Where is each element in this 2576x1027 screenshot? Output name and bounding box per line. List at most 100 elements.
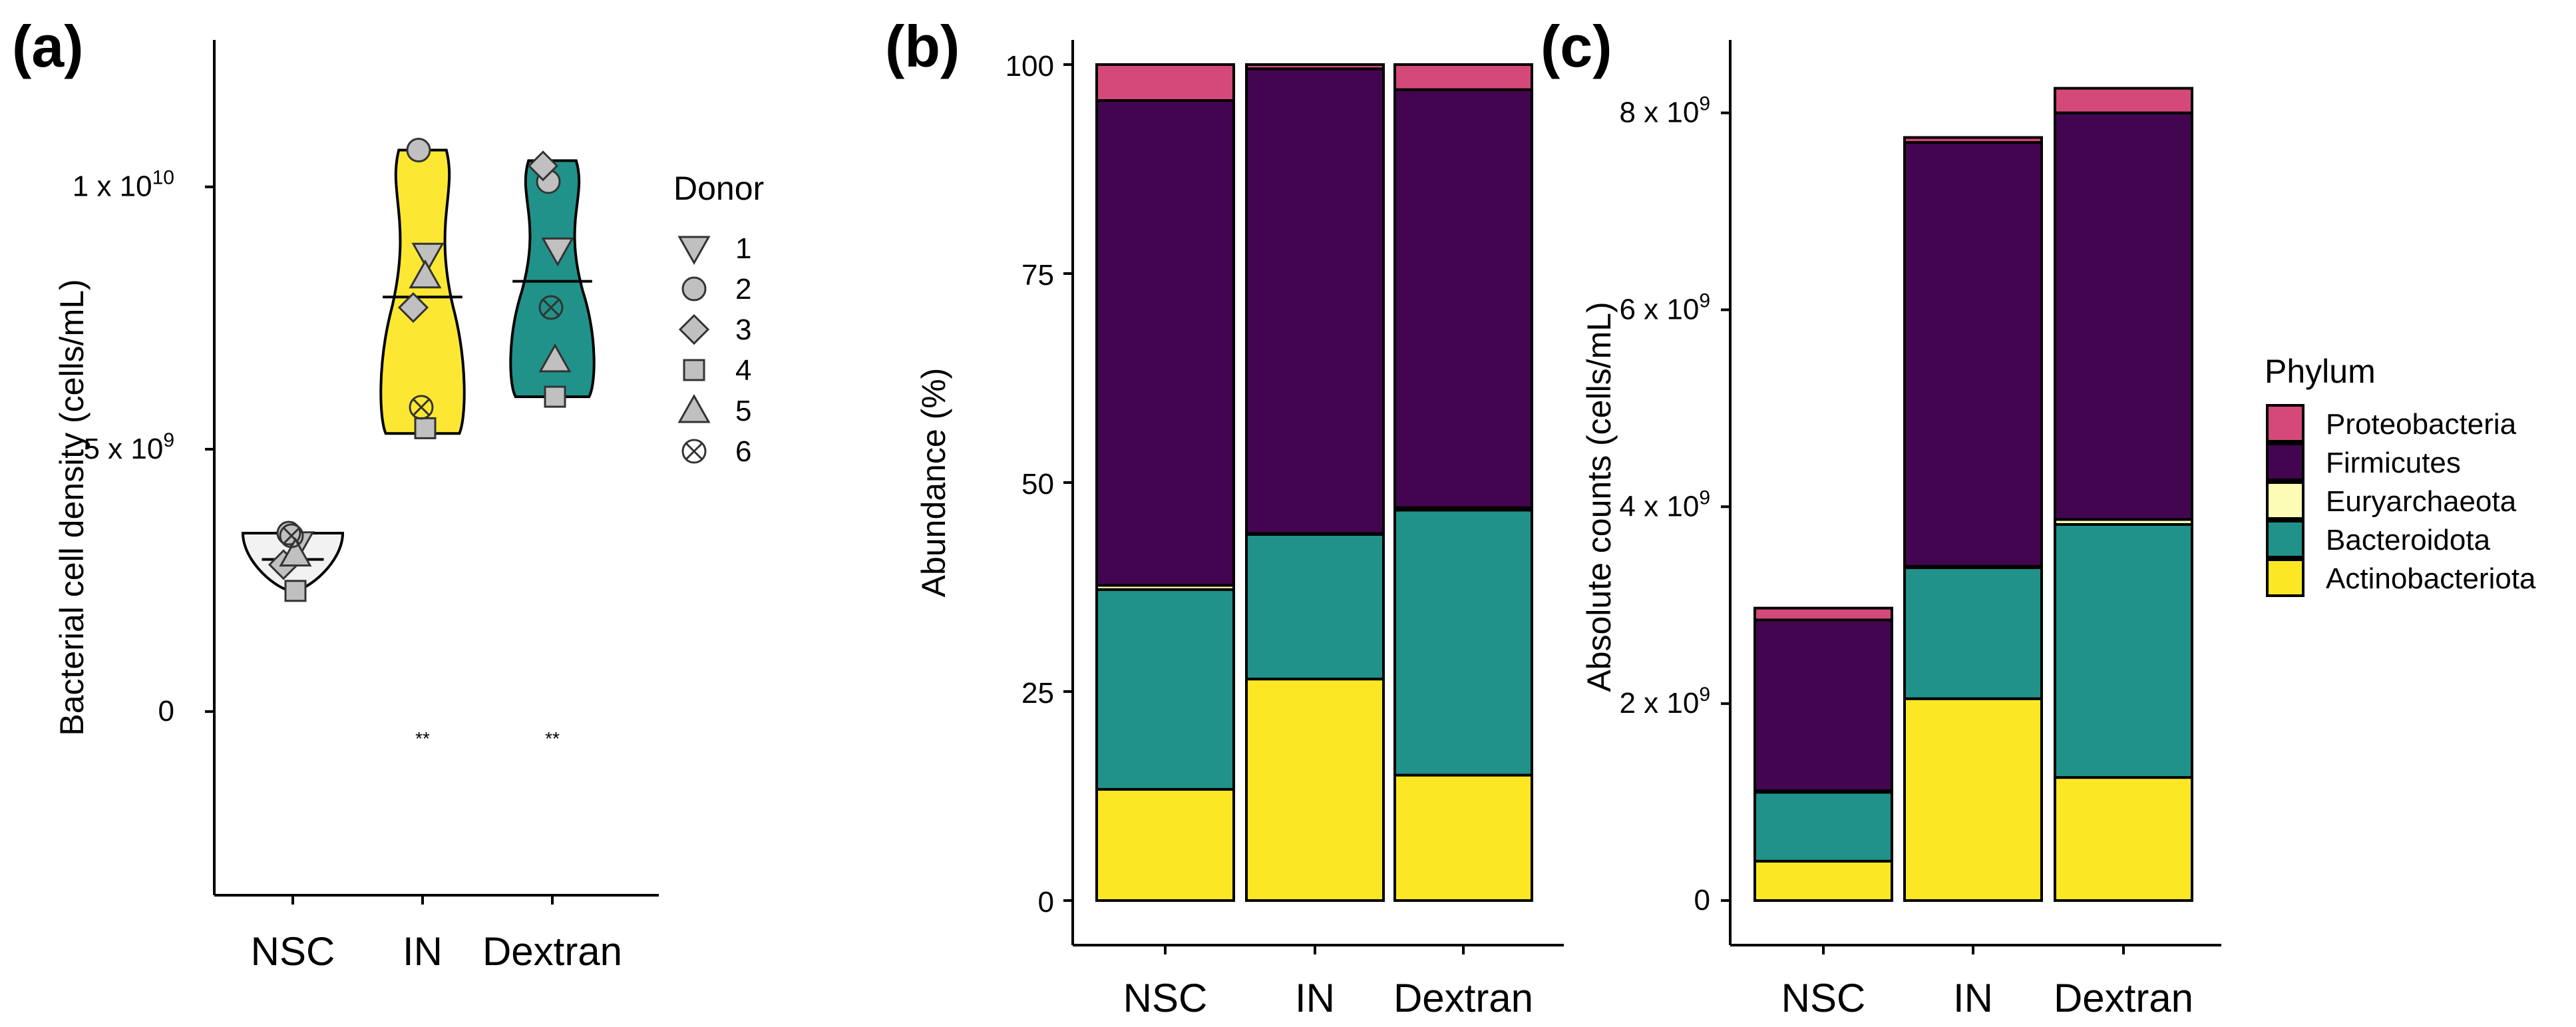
y-tick-label-b: 25 [1021, 677, 1054, 710]
y-tick-label-a: 1 x 1010 [73, 167, 174, 203]
legend-marker-donor-6 [681, 439, 707, 464]
y-tick-label-c-base: 6 x 10 [1619, 293, 1699, 325]
bar-NSC-actinobacteriota [1753, 859, 1893, 902]
y-tick-label-a-exp: 9 [163, 429, 174, 451]
bar-IN-bacteroidota [1903, 566, 2043, 700]
data-point-IN-donor-6-ring [409, 395, 434, 420]
x-category-Dextran: Dextran [1393, 976, 1533, 1020]
data-point-Dextran-donor-4 [544, 385, 566, 408]
legend-swatch-firmicutes [2266, 443, 2304, 481]
x-category-IN: IN [1295, 976, 1335, 1020]
y-tick-label-c: 8 x 109 [1619, 93, 1710, 129]
legend-title-phylum: Phylum [2265, 353, 2376, 390]
bar-IN-bacteroidota [1245, 532, 1385, 681]
legend-swatch-proteobacteria [2266, 404, 2304, 443]
y-tick-label-c-base: 2 x 10 [1619, 687, 1699, 719]
bar-IN-firmicutes [1903, 140, 2043, 568]
legend-label-donor-3: 3 [735, 313, 751, 346]
data-point-Dextran-donor-5 [538, 343, 572, 373]
significance-Dextran: ** [545, 728, 560, 749]
legend-marker-donor-2 [681, 276, 707, 302]
x-category-Dextran: Dextran [482, 929, 622, 974]
data-point-IN-donor-5 [409, 259, 442, 289]
legend-label-donor-5: 5 [735, 395, 751, 427]
x-category-Dextran: Dextran [2054, 976, 2193, 1020]
legend-marker-donor-4 [683, 359, 705, 381]
y-tick-label-b: 100 [1006, 50, 1054, 83]
y-tick-label-c: 2 x 109 [1619, 684, 1710, 719]
bar-Dextran-firmicutes [2054, 111, 2193, 521]
y-tick-label-b: 50 [1021, 468, 1054, 501]
y-tick-label-a-base: 5 x 10 [83, 433, 163, 465]
bar-Dextran-firmicutes [1393, 88, 1533, 509]
data-point-Dextran-donor-6-ring [538, 295, 564, 320]
y-axis-title-c: Absolute counts (cells/mL) [1580, 302, 1618, 692]
y-tick-label-a: 0 [158, 695, 174, 727]
bar-Dextran-bacteroidota [1393, 509, 1533, 777]
data-point-Dextran-donor-6 [538, 295, 564, 320]
y-tick-label-c: 6 x 109 [1619, 290, 1710, 325]
x-category-NSC: NSC [1781, 976, 1866, 1020]
bar-IN-actinobacteriota [1903, 697, 2043, 902]
legend-label-proteobacteria: Proteobacteria [2326, 408, 2517, 441]
legend-marker-donor-5 [677, 393, 711, 423]
violin-Dextran [509, 159, 596, 399]
legend-swatch-actinobacteriota [2266, 558, 2304, 597]
violin-IN [379, 148, 466, 435]
panel-a: (a) 0 5 x 109 1 x 1010 Bacterial cell densit… [12, 13, 764, 974]
legend-marker-donor-3 [678, 313, 710, 345]
y-tick-label-a-exp: 10 [152, 167, 174, 189]
bar-NSC-bacteroidota [1095, 588, 1235, 791]
y-tick-label-c-exp: 9 [1699, 487, 1710, 509]
bar-NSC-proteobacteria [1095, 63, 1235, 103]
y-tick-label-c: 0 [1694, 884, 1710, 917]
data-point-IN-donor-6 [409, 395, 434, 420]
data-point-Dextran-donor-6-cross-2 [542, 298, 560, 317]
x-category-IN: IN [1953, 976, 1993, 1020]
y-tick-label-c: 4 x 109 [1619, 487, 1710, 522]
legend-swatch-euryarchaeota [2266, 481, 2304, 520]
legend-marker-donor-1 [677, 236, 711, 266]
legend-swatch-bacteroidota [2266, 520, 2304, 558]
y-tick-label-c-base: 4 x 10 [1619, 490, 1699, 522]
data-point-NSC-donor-4 [284, 580, 307, 602]
panel-label-b: (b) [885, 13, 960, 79]
data-point-NSC-donor-5 [279, 537, 312, 567]
legend-label-donor-2: 2 [735, 273, 751, 306]
panel-b: (b) 0 25 50 75 100 Abundance (%) NSC IN Dextran [885, 13, 1564, 1020]
bar-IN-actinobacteriota [1245, 678, 1385, 902]
data-point-NSC-donor-6-ring [279, 523, 304, 548]
y-tick-label-c-exp: 9 [1699, 684, 1710, 706]
y-tick-label-b: 75 [1021, 259, 1054, 292]
data-point-Dextran-donor-1 [541, 237, 574, 267]
data-point-IN-donor-1 [411, 242, 445, 272]
y-tick-label-c-base: 8 x 10 [1619, 97, 1699, 129]
bar-Dextran-actinobacteriota [1393, 773, 1533, 902]
bar-NSC-firmicutes [1095, 99, 1235, 587]
data-point-NSC-donor-6 [279, 523, 304, 548]
bar-NSC-bacteroidota [1753, 791, 1893, 863]
y-axis-title-a: Bacterial cell density (cells/mL) [53, 279, 91, 735]
x-category-NSC: NSC [1123, 976, 1208, 1020]
x-category-IN: IN [403, 929, 443, 974]
y-axis-title-b: Abundance (%) [915, 368, 952, 598]
y-tick-label-a: 5 x 109 [83, 429, 174, 465]
data-point-IN-donor-2 [406, 138, 431, 163]
y-tick-label-a-base: 1 x 10 [73, 170, 152, 203]
bar-IN-proteobacteria [1903, 136, 2043, 144]
bar-Dextran-proteobacteria [2054, 87, 2193, 114]
bar-NSC-actinobacteriota [1095, 787, 1235, 903]
legend-label-donor-4: 4 [735, 354, 751, 387]
y-tick-label-c-exp: 9 [1699, 290, 1710, 311]
bar-Dextran-actinobacteriota [2054, 776, 2193, 902]
data-point-IN-donor-4 [414, 417, 437, 439]
bar-IN-proteobacteria [1245, 63, 1385, 71]
panel-label-c: (c) [1541, 13, 1612, 79]
significance-IN: ** [415, 728, 430, 749]
legend-label-bacteroidota: Bacteroidota [2326, 524, 2491, 556]
bar-IN-firmicutes [1245, 67, 1385, 535]
y-tick-label-b: 0 [1038, 886, 1054, 919]
legend-marker-donor-6-ring [681, 439, 707, 464]
x-category-NSC: NSC [251, 929, 335, 974]
